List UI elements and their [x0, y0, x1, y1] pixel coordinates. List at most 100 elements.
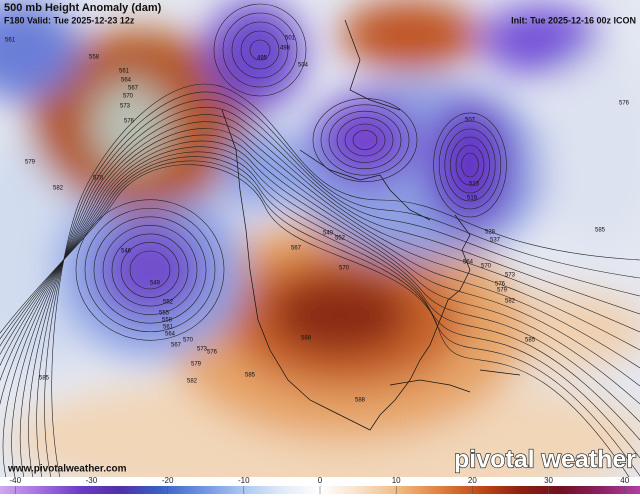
contour-label: 519: [467, 196, 478, 202]
contour-label: 549: [323, 231, 334, 237]
contour-label: 570: [93, 176, 104, 182]
contour-label: 576: [619, 101, 630, 107]
contour-label: 573: [197, 347, 208, 353]
contour-line: [102, 225, 198, 315]
contour-line: [312, 98, 418, 182]
contour-line: [0, 151, 640, 441]
contour-line: [352, 130, 378, 150]
contour-label: 537: [490, 238, 501, 244]
contour-label: 579: [191, 362, 202, 368]
contour-label: 567: [291, 246, 302, 252]
contour-label: 585: [39, 376, 50, 382]
contour-label: 498: [280, 46, 291, 52]
map-title: 500 mb Height Anomaly (dam): [4, 2, 162, 14]
contour-labels: 561 5014984955045585615645675705735765795…: [5, 36, 630, 404]
colorbar-tick-label: -10: [238, 476, 250, 485]
contour-label: 570: [481, 264, 492, 270]
contour-label: 552: [163, 300, 174, 306]
contour-label: 570: [123, 94, 134, 100]
colorbar-tick-label: 10: [392, 476, 401, 485]
contour-label: 582: [505, 299, 516, 305]
contour-line: [44, 91, 640, 478]
contour-line: [0, 160, 640, 477]
init-time: Init: Tue 2025-12-16 00z ICON: [511, 15, 636, 25]
contour-line: [111, 233, 189, 307]
contour-label: 546: [121, 249, 132, 255]
contour-line: [231, 21, 289, 79]
contour-label: 552: [335, 236, 346, 242]
contour-label: 495: [257, 56, 268, 62]
contour-label: 507: [465, 118, 476, 124]
colorbar-tick-label: -30: [86, 476, 98, 485]
contour-line: [344, 123, 386, 157]
website: www.pivotalweather.com: [7, 464, 127, 475]
contour-line: [93, 216, 207, 324]
contour-line: [0, 140, 640, 405]
contour-label: 513: [469, 182, 480, 188]
contour-line: [336, 117, 394, 163]
contour-line: [320, 104, 410, 176]
contour-label: 558: [162, 318, 173, 324]
contour-line: [11, 121, 640, 478]
contour-label: 528: [485, 230, 496, 236]
contour-label: 579: [25, 160, 36, 166]
contour-line: [222, 12, 298, 88]
contour-label: 585: [245, 373, 256, 379]
contour-label: 570: [183, 338, 194, 344]
contour-label: 549: [150, 281, 161, 287]
contour-label: 504: [298, 63, 309, 69]
contour-label: 573: [505, 273, 516, 279]
contour-line: [450, 136, 490, 194]
contour-line: [0, 164, 630, 478]
contour-label: 576: [207, 350, 218, 356]
coastlines: [221, 19, 521, 431]
height-contours: [0, 3, 640, 478]
contour-line: [75, 199, 225, 341]
contour-line: [438, 120, 502, 210]
contour-label: 573: [120, 104, 131, 110]
contour-label: 558: [89, 55, 100, 61]
contour-line: [0, 146, 640, 423]
colorbar-tick-label: 20: [468, 476, 477, 485]
contour-line: [455, 144, 485, 186]
contour-line: [19, 114, 640, 478]
contour-line: [129, 250, 171, 290]
contour-line: [240, 30, 280, 70]
contour-label: 570: [339, 266, 350, 272]
contour-label: 564: [463, 260, 474, 266]
colorbar: -40 -30 -20 -10 0 10 20 30 40: [0, 476, 640, 494]
contour-label: 567: [128, 86, 139, 92]
contour-label: 585: [525, 338, 536, 344]
contour-label: 564: [165, 332, 176, 338]
contour-label: 576: [495, 282, 506, 288]
contour-line: [84, 208, 216, 332]
colorbar-tick-label: -20: [162, 476, 174, 485]
contour-line: [36, 99, 640, 478]
contour-label: 579: [497, 288, 508, 294]
contour-label: 561: [5, 38, 16, 44]
valid-time: F180 Valid: Tue 2025-12-23 12z: [4, 15, 135, 25]
contour-line: [461, 152, 479, 178]
contour-line: [433, 112, 507, 218]
contour-line: [213, 3, 307, 97]
colorbar-tick-label: 0: [318, 476, 323, 485]
contour-line: [444, 128, 496, 202]
contour-line: [249, 39, 271, 61]
colorbar-tick-label: 30: [544, 476, 553, 485]
contour-line: [328, 110, 402, 170]
contour-label: 576: [124, 119, 135, 125]
contour-line: [0, 134, 640, 406]
contour-label: 564: [121, 78, 132, 84]
contour-label: 567: [171, 343, 182, 349]
contour-line: [51, 83, 640, 478]
contour-line: [0, 156, 640, 459]
contour-label: 561: [119, 69, 130, 75]
contour-label: 561: [163, 325, 174, 331]
brand: pivotal weather: [454, 446, 636, 474]
contour-line: [2, 128, 640, 478]
contour-label: 555: [159, 311, 170, 317]
contour-line: [28, 106, 640, 478]
contour-line: [120, 242, 180, 298]
